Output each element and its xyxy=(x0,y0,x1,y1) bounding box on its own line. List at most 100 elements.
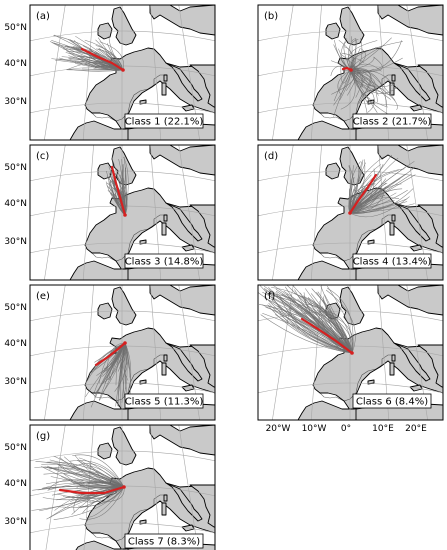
latitude-label: 50°N xyxy=(4,303,27,313)
trajectory-line xyxy=(349,188,414,214)
trajectory-line xyxy=(82,486,125,503)
trajectory-line xyxy=(118,342,126,392)
trajectory-line xyxy=(350,69,398,94)
panel-label: (g) xyxy=(36,431,50,442)
land-italy xyxy=(165,482,203,522)
trajectory-line xyxy=(79,486,125,520)
land-ireland xyxy=(97,22,113,40)
map-panel-a: (a) Class 1 (22.1%) 50°N 40°N 30°N xyxy=(4,4,216,141)
trajectory-line xyxy=(350,69,387,106)
arrival-point xyxy=(121,68,125,72)
land-britain xyxy=(339,286,365,326)
trajectory-line xyxy=(84,39,124,71)
land-italy xyxy=(165,342,203,382)
land-balkans xyxy=(417,64,443,108)
trajectory-line xyxy=(350,69,391,100)
class-label-box xyxy=(352,253,432,269)
trajectory-line xyxy=(349,198,408,214)
trajectory-line xyxy=(268,287,353,354)
map-panel-c: (c) Class 3 (14.8%) 50°N 40°N 30°N xyxy=(4,144,216,281)
trajectory-line xyxy=(41,482,125,489)
trajectory-line xyxy=(325,289,356,354)
land-island xyxy=(163,214,168,222)
land-island xyxy=(367,239,375,245)
trajectory-bundle xyxy=(330,36,403,120)
arrival-point xyxy=(123,213,127,217)
trajectory-line xyxy=(124,342,127,365)
class-label: Class 4 (13.4%) xyxy=(353,257,432,268)
trajectory-line xyxy=(82,68,124,71)
trajectory-line xyxy=(123,156,127,216)
land-britain xyxy=(111,426,137,466)
trajectory-line xyxy=(258,304,353,354)
arrival-point xyxy=(348,211,352,215)
arrival-point xyxy=(122,485,126,489)
arrival-point xyxy=(349,68,353,72)
latitude-label: 40°N xyxy=(4,339,27,349)
land-island xyxy=(163,74,168,82)
map-panel-g: (g)Class 7 (8.3%)50°N40°N30°N20°W10°W0°1… xyxy=(4,424,216,550)
land-balkans xyxy=(189,344,215,388)
trajectory-line xyxy=(349,164,381,214)
trajectory-line xyxy=(46,461,125,488)
trajectory-line xyxy=(48,486,125,519)
trajectory-line xyxy=(341,52,356,71)
land-scandinavia xyxy=(149,145,215,176)
trajectory-line xyxy=(42,486,125,489)
map-frame xyxy=(29,284,216,421)
trajectory-line xyxy=(350,69,383,90)
land-italy xyxy=(393,342,431,382)
land-scandinavia xyxy=(377,145,443,176)
trajectory-line xyxy=(49,41,124,71)
land-island xyxy=(139,519,147,525)
class-label-box xyxy=(124,533,204,549)
map-panel-f: (f) Class 6 (8.4%) 20°W 10°W 0° 10°E 20°E xyxy=(257,284,444,434)
mean-trajectory xyxy=(300,317,354,355)
land-island xyxy=(161,502,167,516)
latitude-label: 50°N xyxy=(4,443,27,453)
latitude-label: 50°N xyxy=(4,163,27,173)
class-label: Class 2 (21.7%) xyxy=(353,117,432,128)
trajectory-line xyxy=(349,196,410,218)
trajectory-line xyxy=(349,173,412,214)
trajectory-line xyxy=(350,68,371,105)
trajectory-line xyxy=(315,302,353,354)
trajectory-line xyxy=(350,38,363,71)
trajectory-line xyxy=(350,69,375,113)
land-balkans xyxy=(189,484,215,528)
trajectory-line xyxy=(68,55,124,71)
trajectory-line xyxy=(59,486,125,508)
panel-label: (b) xyxy=(264,11,278,22)
trajectory-line xyxy=(268,294,353,354)
land-britain xyxy=(111,146,137,186)
class-label-box xyxy=(124,253,204,269)
longitude-label: 10°W xyxy=(302,424,327,434)
class-label: Class 5 (11.3%) xyxy=(125,397,204,408)
trajectory-line xyxy=(349,166,416,214)
trajectory-bundle xyxy=(258,285,356,354)
class-label-box xyxy=(352,113,432,129)
panel-label: (a) xyxy=(36,11,50,22)
land-ireland xyxy=(97,442,113,460)
trajectory-line xyxy=(96,48,124,71)
latitude-label: 40°N xyxy=(4,199,27,209)
trajectory-line xyxy=(68,57,124,71)
map-panel-d: (d) Class 4 (13.4%) xyxy=(257,144,444,281)
land-island xyxy=(139,99,147,105)
panel-label: (d) xyxy=(264,151,278,162)
class-label: Class 3 (14.8%) xyxy=(125,257,204,268)
trajectory-line xyxy=(72,454,125,488)
trajectory-line xyxy=(268,302,353,354)
trajectory-line xyxy=(269,292,353,354)
class-label-box xyxy=(124,113,204,129)
trajectory-line xyxy=(124,167,127,216)
trajectory-line xyxy=(99,41,124,71)
trajectory-line xyxy=(287,285,353,354)
land-scandinavia xyxy=(149,425,215,456)
trajectory-line xyxy=(47,482,125,491)
class-label: Class 1 (22.1%) xyxy=(125,117,204,128)
land-island xyxy=(161,362,167,376)
graticule xyxy=(30,5,215,140)
trajectory-line xyxy=(271,287,353,354)
